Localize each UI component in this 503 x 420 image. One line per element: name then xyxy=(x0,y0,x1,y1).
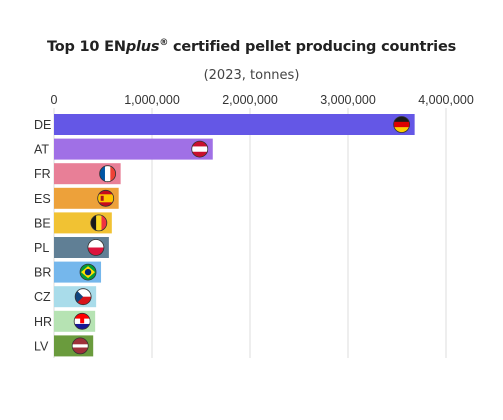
category-label-at: AT xyxy=(34,143,49,157)
category-label-cz: CZ xyxy=(34,290,51,304)
spain-flag-icon xyxy=(97,189,115,207)
croatia-flag-icon xyxy=(73,312,91,330)
bar-at xyxy=(54,138,213,160)
czech-republic-flag-icon xyxy=(74,288,92,306)
latvia-flag-icon xyxy=(71,337,89,355)
x-tick-label: 0 xyxy=(51,93,58,107)
x-tick-label: 2,000,000 xyxy=(222,93,278,107)
x-tick-label: 1,000,000 xyxy=(124,93,180,107)
brazil-flag-icon xyxy=(79,263,97,281)
bar-de xyxy=(54,114,415,135)
chart-subtitle: (2023, tonnes) xyxy=(203,68,300,83)
belgium-flag-icon xyxy=(90,214,108,232)
france-flag-icon xyxy=(99,165,117,183)
category-label-br: BR xyxy=(34,266,51,280)
category-label-be: BE xyxy=(34,216,51,230)
austria-flag-icon xyxy=(191,140,209,158)
category-label-lv: LV xyxy=(34,339,49,353)
category-label-de: DE xyxy=(34,118,51,132)
germany-flag-icon xyxy=(393,116,411,133)
chart-title: Top 10 ENplus® certified pellet producin… xyxy=(46,38,457,55)
poland-flag-icon xyxy=(87,239,105,256)
x-tick-label: 3,000,000 xyxy=(320,93,376,107)
category-label-es: ES xyxy=(34,192,51,206)
x-tick-label: 4,000,000 xyxy=(418,93,474,107)
category-label-hr: HR xyxy=(34,315,52,329)
category-label-pl: PL xyxy=(34,241,49,255)
category-label-fr: FR xyxy=(34,167,51,181)
